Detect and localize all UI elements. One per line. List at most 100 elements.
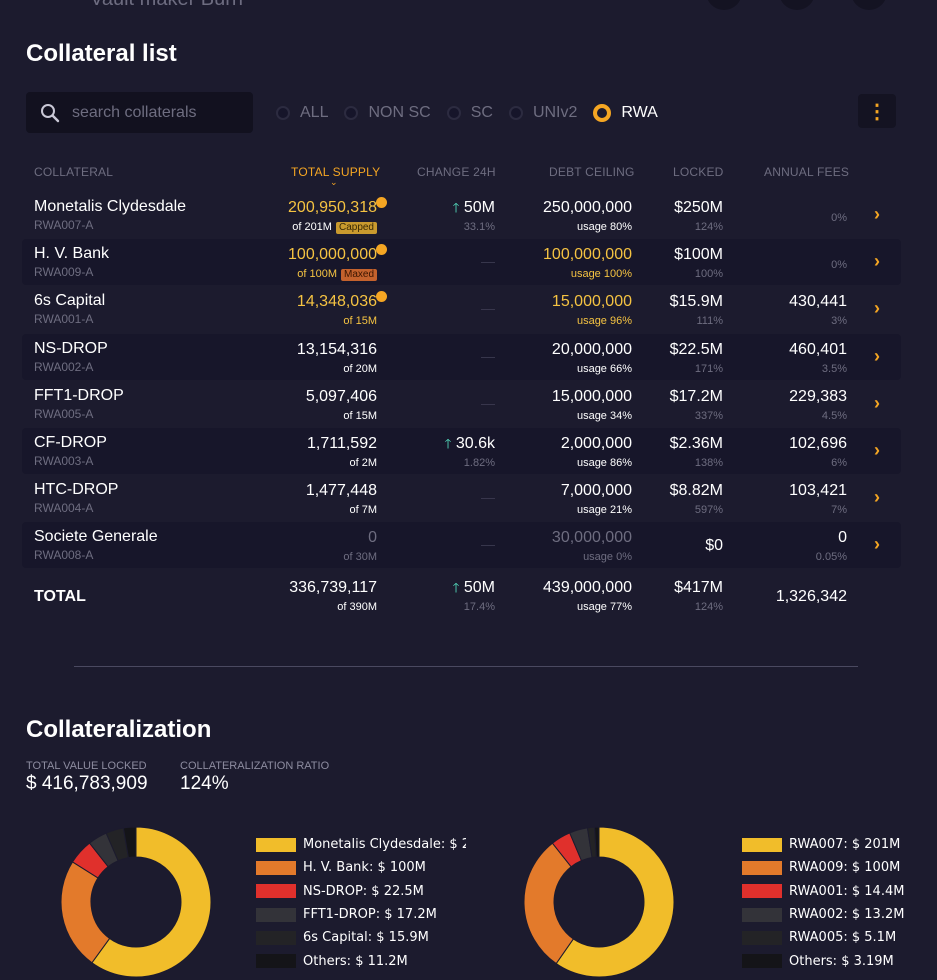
filter-non-sc[interactable]: NON SC [344, 104, 431, 122]
fees-pct: 3% [831, 315, 847, 328]
chevron-right-icon[interactable]: › [874, 204, 880, 224]
supply-of: of 15M [343, 410, 377, 422]
section-divider [74, 666, 858, 667]
locked: $22.5M [669, 340, 723, 358]
supply-value: 200,950,318 [288, 199, 377, 216]
fees-pct: 0.05% [815, 551, 847, 564]
search-box[interactable] [26, 92, 254, 133]
table-row[interactable]: H. V. Bank RWA009-A 100,000,000 of 100M Maxe… [22, 239, 901, 286]
header-icon-button[interactable] [851, 0, 887, 10]
collateral-code: RWA008-A [34, 548, 94, 563]
legend-label: FFT1-DROP: $ 17.2M [303, 907, 437, 923]
header-icon-button[interactable] [779, 0, 815, 10]
filter-all[interactable]: ALL [276, 104, 328, 122]
donut-slice[interactable] [594, 826, 600, 858]
total-supply: 5,097,406 [306, 388, 377, 406]
table-row[interactable]: HTC-DROP RWA004-A 1,477,448 of 7M — 7,000,000… [22, 475, 901, 521]
supply-of-value: of 20M [343, 362, 377, 375]
supply-of-value: of 100M [297, 268, 337, 281]
supply-value: 1,711,592 [307, 435, 377, 452]
header-icon-button[interactable] [706, 0, 742, 10]
filter-sc[interactable]: SC [446, 104, 493, 122]
locked: $17.2M [669, 387, 723, 405]
supply-of-value: of 15M [343, 409, 377, 422]
legend-swatch [742, 954, 782, 969]
table-row[interactable]: NS-DROP RWA002-A 13,154,316 of 20M — 20,000,0… [22, 333, 901, 380]
locked: $250M [674, 199, 723, 216]
header-debt-ceiling[interactable]: DEBT CEILING [549, 165, 635, 179]
ratio-value: 124% [180, 773, 229, 794]
legend-label: Others: $ 11.2M [303, 953, 408, 969]
supply-value: 13,154,316 [296, 340, 377, 358]
table-row[interactable]: CF-DROP RWA003-A 1,711,592 of 2M 🡑 30.6k 1.82… [22, 428, 901, 474]
total-locked: $417M [674, 579, 723, 596]
header-total-supply[interactable]: TOTAL SUPPLY [291, 165, 381, 179]
total-supply: 336,739,117 [289, 579, 377, 596]
usage: usage 66% [576, 362, 632, 375]
filter-label: RWA [621, 104, 658, 121]
usage: usage 100% [570, 268, 632, 281]
chevron-right-icon[interactable]: › [874, 298, 880, 319]
legend-item: Others: $ 3.19M [742, 949, 937, 972]
more-options-button[interactable]: ⋮ [858, 94, 896, 128]
table-row[interactable]: Societe Generale RWA008-A 0 of 30M — 30,000,0… [22, 522, 901, 569]
no-change-dash: — [481, 489, 495, 506]
collateral-name: HTC-DROP [34, 481, 119, 499]
locked: $8.82M [669, 482, 723, 500]
donut-slice[interactable] [523, 842, 575, 965]
supply-of: of 7M [349, 504, 377, 516]
donut-slice[interactable] [60, 861, 111, 964]
tvl-label: TOTAL VALUE LOCKED [26, 760, 147, 772]
collateral-name: Societe Generale [34, 528, 158, 546]
arrow-up-icon: 🡑 [452, 200, 460, 215]
legend-item: H. V. Bank: $ 100M [256, 856, 466, 879]
legend-item: Monetalis Clydesdale: $ 250M [256, 833, 466, 856]
supply-of-value: of 15M [343, 315, 377, 328]
usage: usage 86% [576, 457, 632, 469]
radio-icon [446, 106, 461, 120]
chevron-right-icon[interactable]: › [874, 345, 880, 366]
header-collateral[interactable]: COLLATERAL [34, 165, 114, 179]
total-row: TOTAL 336,739,117 of 390M 🡑 50M 17.4% 43… [22, 574, 901, 620]
header-annual-fees[interactable]: ANNUAL FEES [764, 165, 850, 179]
header-change-24h[interactable]: CHANGE 24H [417, 165, 496, 179]
legend-item: RWA001: $ 14.4M [742, 880, 937, 903]
legend-swatch [742, 884, 782, 899]
supply-of-value: of 2M [349, 457, 377, 469]
radio-icon [508, 106, 523, 120]
total-change-pct: 17.4% [463, 601, 495, 613]
no-change-dash: — [481, 347, 495, 364]
filter-univ2[interactable]: UNIv2 [508, 104, 578, 122]
chevron-right-icon[interactable]: › [874, 251, 880, 272]
supply-value: 100,000,000 [288, 246, 377, 264]
supply-of-value: of 30M [343, 551, 377, 564]
table-row[interactable]: FFT1-DROP RWA005-A 5,097,406 of 15M — 15,000,… [22, 381, 901, 427]
locked-pct: 100% [694, 268, 723, 281]
collateral-name: 6s Capital [34, 292, 106, 310]
total-supply: 1,477,448 [306, 482, 377, 500]
collateral-name: H. V. Bank [34, 245, 110, 263]
total-supply: 13,154,316 [297, 341, 377, 359]
total-supply: 0 [368, 529, 377, 547]
donut-slice[interactable] [122, 826, 137, 859]
annual-fees: 229,383 [789, 387, 847, 405]
locked: $100M [674, 246, 723, 264]
usage: usage 21% [576, 504, 632, 517]
total-debt-ceiling: 439,000,000 [543, 579, 632, 596]
filter-rwa[interactable]: RWA [593, 104, 658, 122]
collateral-code: RWA004-A [34, 501, 94, 516]
chevron-right-icon[interactable]: › [874, 534, 880, 555]
legend-swatch [256, 860, 296, 875]
legend-swatch [742, 860, 782, 875]
radio-selected-icon [593, 104, 612, 122]
chevron-right-icon[interactable]: › [874, 487, 880, 508]
filter-label: SC [470, 104, 493, 121]
chevron-right-icon[interactable]: › [874, 392, 880, 413]
table-row[interactable]: 6s Capital RWA001-A 14,348,036 of 15M — 15,00… [22, 286, 901, 332]
header-locked[interactable]: LOCKED [673, 165, 724, 179]
chevron-right-icon[interactable]: › [874, 440, 880, 460]
filter-label: UNIv2 [532, 104, 578, 121]
table-row[interactable]: Monetalis Clydesdale RWA007-A 200,950,318 o… [22, 192, 901, 238]
status-badge: Capped [335, 222, 377, 234]
search-input[interactable] [70, 102, 254, 123]
